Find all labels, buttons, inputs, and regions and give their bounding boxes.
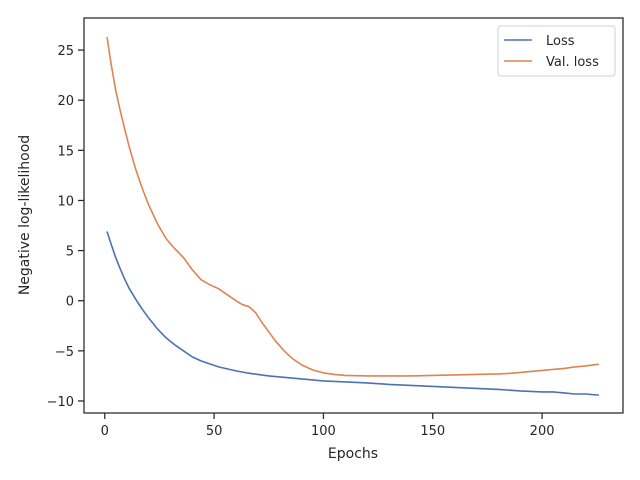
- y-tick-label: 25: [57, 44, 74, 59]
- y-tick-label: 10: [57, 194, 74, 209]
- y-tick-label: 15: [57, 144, 74, 159]
- legend-box: [497, 25, 616, 77]
- y-tick-label: −5: [55, 345, 74, 360]
- x-tick-label: 150: [420, 424, 445, 439]
- series-layer: [106, 36, 599, 396]
- x-tick-label: 100: [311, 424, 336, 439]
- y-tick-label: 0: [66, 295, 74, 310]
- series-line-0: [106, 231, 599, 396]
- x-tick-label: 50: [206, 424, 223, 439]
- plot-frame: [83, 17, 624, 414]
- x-tick-label: 200: [530, 424, 555, 439]
- y-axis-label: Negative log-likelihood: [17, 135, 33, 295]
- legend-label: Loss: [546, 34, 575, 49]
- x-axis-label: Epochs: [328, 446, 378, 462]
- x-tick-label: 0: [101, 424, 109, 439]
- y-tick-label: 20: [57, 94, 74, 109]
- y-tick-label: 5: [66, 245, 74, 260]
- legend-label: Val. loss: [546, 55, 599, 70]
- legend: Loss Val. loss: [497, 25, 616, 77]
- series-line-1: [106, 36, 599, 377]
- y-tick-label: −10: [47, 395, 74, 410]
- axis-ticks: 0 50 100 150 200 −10 −5 0 5 10 15 20 25: [47, 44, 555, 439]
